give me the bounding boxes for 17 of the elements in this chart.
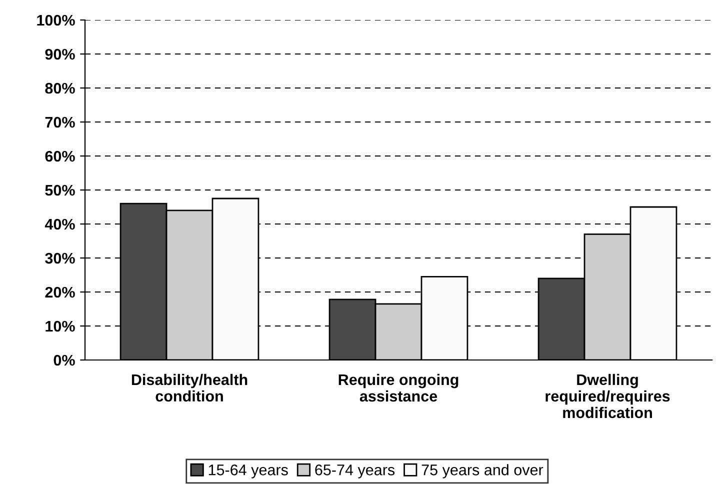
y-tick-label: 40% — [44, 218, 75, 230]
y-tick-label: 10% — [46, 320, 75, 332]
y-tick-label: 100% — [37, 14, 75, 26]
y-tick-label: 50% — [45, 184, 75, 196]
x-tick-label: Dwelling required/requires modification — [546, 374, 670, 418]
y-tick-label: 30% — [45, 252, 75, 264]
x-tick-label: Require ongoing assistance — [338, 374, 458, 402]
y-tick-label: 90% — [45, 48, 75, 60]
legend-label: 65-74 years — [315, 464, 395, 478]
y-tick-label: 80% — [45, 82, 75, 94]
x-tick-label: Disability/health condition — [132, 374, 248, 402]
legend-label: 75 years and over — [422, 464, 544, 478]
legend-label: 15-64 years — [208, 464, 288, 478]
y-tick-label: 60% — [45, 150, 75, 162]
y-tick-label: 20% — [45, 286, 75, 298]
y-tick-label: 0% — [54, 354, 75, 366]
y-tick-label: 70% — [45, 116, 75, 128]
